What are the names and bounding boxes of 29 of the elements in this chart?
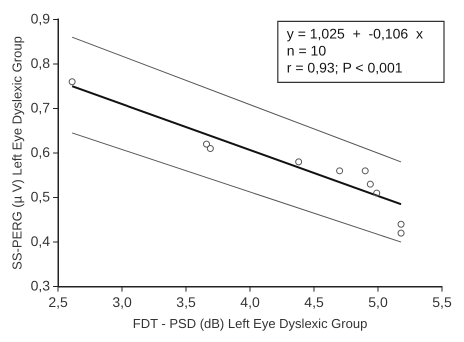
point [366,180,374,188]
y-tick-label: 0,4 [30,232,50,249]
point [203,140,210,148]
annotation: n = 10 [286,42,326,58]
x-tick-label: 2,5 [48,294,68,310]
y-tick-label: 0,5 [30,188,50,204]
x-tick-label: 3,5 [176,294,196,310]
y-axis-title: SS-PERG (µ V) Left Eye Dyslexic Group [9,36,24,270]
y-tick-label: 0,7 [30,99,50,116]
annotation: r = 0,93; P < 0,001 [286,59,403,76]
x-tick-label: 5,5 [432,294,452,310]
x-axis-title: FDT - PSD (dB) Left Eye Dyslexic Group [132,316,368,331]
x-tick-label: 4,0 [240,294,260,310]
point [206,145,214,152]
point [398,220,405,228]
y-tick-label: 0,6 [30,144,50,160]
y-tick-label: 0,9 [30,10,50,26]
point [373,190,380,197]
point [336,167,344,174]
y-tick-label: 0,3 [30,277,50,294]
x-tick-label: 3,0 [112,294,132,310]
point [398,230,405,237]
annotation: y = 1,025 + -0,106 x [286,25,424,42]
y-tick-label: 0,8 [30,54,50,71]
point [295,158,302,166]
point [68,78,76,86]
point [362,167,369,174]
x-tick-label: 5,0 [368,294,388,310]
x-tick-label: 4,5 [304,294,324,310]
